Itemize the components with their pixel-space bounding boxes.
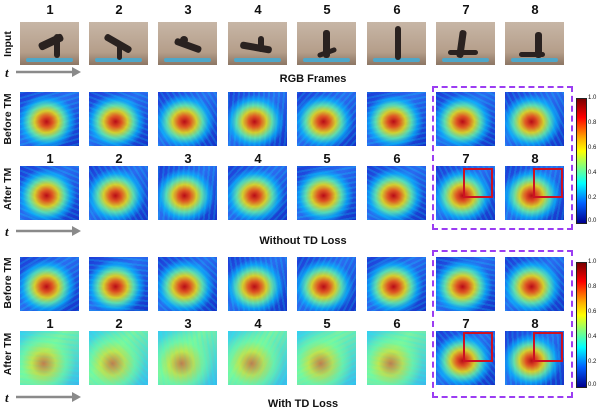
heatmap-after-tm-without-td-frame-3: [158, 166, 217, 220]
heatmap-before-tm-with-td-frame-2: [89, 257, 148, 311]
rgb-frame-7: [436, 22, 495, 65]
frame-number-3: 3: [184, 2, 192, 17]
row-label-before-tm-1: Before TM: [2, 93, 14, 145]
highlight-frames-7-8-with-td: [432, 250, 573, 398]
colorbar-1-tick-2: 0.6: [588, 145, 597, 151]
row-label-after-tm-1: After TM: [2, 167, 14, 211]
heatmap-after-tm-without-td-frame-4: [228, 166, 287, 220]
frame-number-6-s2: 6: [393, 316, 401, 331]
colorbar-2-tick-4: 0.2: [588, 359, 597, 365]
heatmap-after-tm-without-td-frame-1: [20, 166, 79, 220]
frame-number-6-s1: 6: [393, 151, 401, 166]
frame-number-7-s1: 7: [462, 151, 470, 166]
colorbar-1-tick-0: 1.0: [588, 95, 597, 101]
frame-number-8-s1: 8: [531, 151, 539, 166]
row-label-before-tm-2: Before TM: [2, 257, 14, 309]
frame-number-7: 7: [462, 2, 470, 17]
frame-number-2-s1: 2: [115, 151, 123, 166]
frame-number-4-s1: 4: [254, 151, 262, 166]
rgb-frame-6: [367, 22, 426, 65]
heatmap-before-tm-without-td-frame-2: [89, 92, 148, 146]
colorbar-1-tick-4: 0.2: [588, 195, 597, 201]
frame-number-4: 4: [254, 2, 262, 17]
heatmap-after-tm-with-td-frame-1: [20, 331, 79, 385]
heatmap-before-tm-with-td-frame-5: [297, 257, 356, 311]
colorbar-1-tick-1: 0.8: [588, 120, 597, 126]
time-arrow-3: [16, 392, 81, 402]
rgb-frame-5: [297, 22, 356, 65]
row-label-after-tm-2: After TM: [2, 332, 14, 376]
heatmap-before-tm-without-td-frame-8: [505, 92, 564, 146]
heatmap-before-tm-with-td-frame-6: [367, 257, 426, 311]
heatmap-before-tm-without-td-frame-7: [436, 92, 495, 146]
frame-number-5-s1: 5: [323, 151, 331, 166]
heatmap-before-tm-without-td-frame-4: [228, 92, 287, 146]
frame-number-1-s2: 1: [46, 316, 54, 331]
heatmap-after-tm-without-td-frame-7: [436, 166, 495, 220]
colorbar-1-tick-5: 0.0: [588, 218, 597, 224]
heatmap-after-tm-with-td-frame-7: [436, 331, 495, 385]
frame-number-4-s2: 4: [254, 316, 262, 331]
highlight-frames-7-8-without-td: [432, 86, 573, 230]
colorbar-2: [576, 262, 587, 388]
region-box-frame-8-s2: [533, 332, 563, 362]
colorbar-1-tick-3: 0.4: [588, 170, 597, 176]
time-arrow-1: [16, 67, 81, 77]
frame-number-8-s2: 8: [531, 316, 539, 331]
heatmap-before-tm-without-td-frame-6: [367, 92, 426, 146]
heatmap-before-tm-with-td-frame-4: [228, 257, 287, 311]
time-label-3: t: [5, 390, 9, 405]
heatmap-before-tm-without-td-frame-5: [297, 92, 356, 146]
frame-number-2-s2: 2: [115, 316, 123, 331]
frame-number-7-s2: 7: [462, 316, 470, 331]
rgb-frame-4: [228, 22, 287, 65]
region-box-frame-8-s1: [533, 168, 563, 198]
heatmap-after-tm-with-td-frame-3: [158, 331, 217, 385]
heatmap-after-tm-without-td-frame-5: [297, 166, 356, 220]
colorbar-2-tick-1: 0.8: [588, 284, 597, 290]
rgb-frame-3: [158, 22, 217, 65]
colorbar-1: [576, 98, 587, 224]
rgb-frame-8: [505, 22, 564, 65]
frame-number-8: 8: [531, 2, 539, 17]
heatmap-after-tm-with-td-frame-5: [297, 331, 356, 385]
frame-number-3-s1: 3: [184, 151, 192, 166]
heatmap-before-tm-with-td-frame-3: [158, 257, 217, 311]
colorbar-2-tick-5: 0.0: [588, 382, 597, 388]
frame-number-5-s2: 5: [323, 316, 331, 331]
frame-number-1-s1: 1: [46, 151, 54, 166]
heatmap-before-tm-with-td-frame-1: [20, 257, 79, 311]
frame-number-5: 5: [323, 2, 331, 17]
time-label-2: t: [5, 224, 9, 239]
heatmap-after-tm-with-td-frame-6: [367, 331, 426, 385]
heatmap-before-tm-without-td-frame-1: [20, 92, 79, 146]
heatmap-after-tm-without-td-frame-2: [89, 166, 148, 220]
heatmap-after-tm-with-td-frame-4: [228, 331, 287, 385]
caption-rgb-frames: RGB Frames: [279, 73, 347, 85]
region-box-frame-7-s1: [463, 168, 493, 198]
rgb-frame-2: [89, 22, 148, 65]
colorbar-2-tick-3: 0.4: [588, 334, 597, 340]
heatmap-after-tm-without-td-frame-6: [367, 166, 426, 220]
frame-number-6: 6: [393, 2, 401, 17]
region-box-frame-7-s2: [463, 332, 493, 362]
frame-number-2: 2: [115, 2, 123, 17]
time-label-1: t: [5, 65, 9, 80]
caption-with-td-loss: With TD Loss: [267, 398, 339, 410]
caption-without-td-loss: Without TD Loss: [259, 235, 347, 247]
frame-number-3-s2: 3: [184, 316, 192, 331]
colorbar-2-tick-2: 0.6: [588, 309, 597, 315]
rgb-frame-1: [20, 22, 79, 65]
heatmap-after-tm-with-td-frame-2: [89, 331, 148, 385]
heatmap-before-tm-with-td-frame-8: [505, 257, 564, 311]
frame-number-1: 1: [46, 2, 54, 17]
heatmap-before-tm-without-td-frame-3: [158, 92, 217, 146]
heatmap-before-tm-with-td-frame-7: [436, 257, 495, 311]
colorbar-2-tick-0: 1.0: [588, 259, 597, 265]
time-arrow-2: [16, 226, 81, 236]
